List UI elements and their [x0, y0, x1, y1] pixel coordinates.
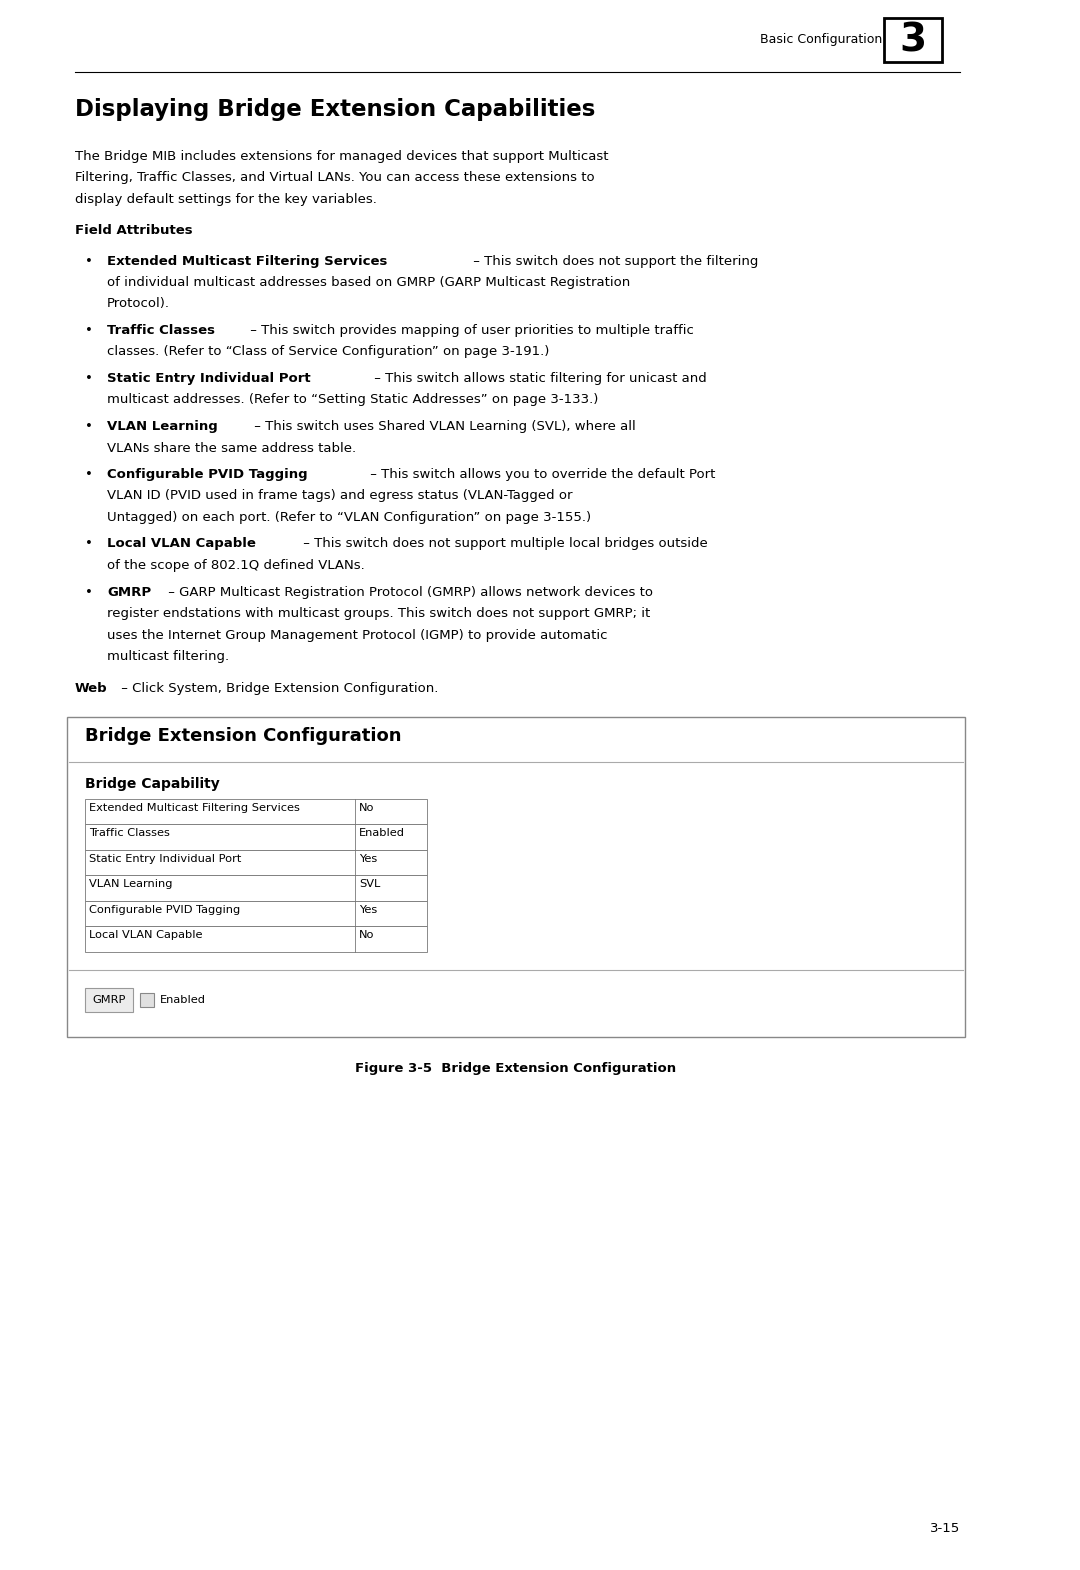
Text: multicast filtering.: multicast filtering.	[107, 650, 229, 663]
Text: Extended Multicast Filtering Services: Extended Multicast Filtering Services	[107, 254, 388, 267]
Text: – This switch allows static filtering for unicast and: – This switch allows static filtering fo…	[369, 372, 706, 385]
Text: – GARP Multicast Registration Protocol (GMRP) allows network devices to: – GARP Multicast Registration Protocol (…	[164, 586, 653, 598]
Text: Traffic Classes: Traffic Classes	[107, 323, 215, 338]
Text: •: •	[85, 421, 93, 433]
Bar	[85, 901, 427, 926]
Text: Extended Multicast Filtering Services: Extended Multicast Filtering Services	[89, 802, 300, 813]
Text: Basic Configuration: Basic Configuration	[759, 33, 882, 47]
Text: Protocol).: Protocol).	[107, 297, 170, 311]
Text: VLANs share the same address table.: VLANs share the same address table.	[107, 441, 356, 454]
Text: uses the Internet Group Management Protocol (IGMP) to provide automatic: uses the Internet Group Management Proto…	[107, 628, 607, 642]
Text: classes. (Refer to “Class of Service Configuration” on page 3-191.): classes. (Refer to “Class of Service Con…	[107, 345, 550, 358]
Text: SVL: SVL	[359, 879, 380, 889]
Bar	[885, 17, 942, 61]
Text: – This switch allows you to override the default Port: – This switch allows you to override the…	[366, 468, 715, 480]
Bar	[85, 926, 427, 951]
Text: Enabled: Enabled	[359, 827, 405, 838]
Bar	[85, 988, 133, 1011]
Text: – This switch uses Shared VLAN Learning (SVL), where all: – This switch uses Shared VLAN Learning …	[249, 421, 636, 433]
Text: 3: 3	[900, 20, 927, 60]
Text: – This switch provides mapping of user priorities to multiple traffic: – This switch provides mapping of user p…	[246, 323, 694, 338]
Text: – This switch does not support multiple local bridges outside: – This switch does not support multiple …	[299, 537, 707, 551]
Text: •: •	[85, 586, 93, 598]
Bar	[85, 824, 427, 849]
Text: 3-15: 3-15	[930, 1521, 960, 1535]
Text: Field Attributes: Field Attributes	[75, 225, 192, 237]
Bar	[140, 992, 154, 1006]
Text: Bridge Capability: Bridge Capability	[85, 777, 219, 791]
Text: No: No	[359, 802, 375, 813]
Text: •: •	[85, 468, 93, 480]
Text: VLAN Learning: VLAN Learning	[89, 879, 173, 889]
Text: Yes: Yes	[359, 904, 377, 914]
Text: The Bridge MIB includes extensions for managed devices that support Multicast: The Bridge MIB includes extensions for m…	[75, 151, 608, 163]
Text: Filtering, Traffic Classes, and Virtual LANs. You can access these extensions to: Filtering, Traffic Classes, and Virtual …	[75, 171, 595, 185]
Text: Static Entry Individual Port: Static Entry Individual Port	[107, 372, 311, 385]
Text: GMRP: GMRP	[107, 586, 151, 598]
Text: of individual multicast addresses based on GMRP (GARP Multicast Registration: of individual multicast addresses based …	[107, 276, 631, 289]
Text: multicast addresses. (Refer to “Setting Static Addresses” on page 3-133.): multicast addresses. (Refer to “Setting …	[107, 394, 598, 407]
Text: display default settings for the key variables.: display default settings for the key var…	[75, 193, 377, 206]
Text: Configurable PVID Tagging: Configurable PVID Tagging	[107, 468, 308, 480]
Text: Traffic Classes: Traffic Classes	[89, 827, 170, 838]
Text: Figure 3-5  Bridge Extension Configuration: Figure 3-5 Bridge Extension Configuratio…	[355, 1061, 676, 1074]
Text: Web: Web	[75, 681, 108, 694]
Text: VLAN ID (PVID used in frame tags) and egress status (VLAN-Tagged or: VLAN ID (PVID used in frame tags) and eg…	[107, 490, 572, 502]
Text: GMRP: GMRP	[92, 994, 125, 1005]
Text: No: No	[359, 929, 375, 940]
Text: register endstations with multicast groups. This switch does not support GMRP; i: register endstations with multicast grou…	[107, 608, 650, 620]
Text: of the scope of 802.1Q defined VLANs.: of the scope of 802.1Q defined VLANs.	[107, 559, 365, 571]
Text: •: •	[85, 372, 93, 385]
Text: •: •	[85, 323, 93, 338]
Text: Yes: Yes	[359, 854, 377, 864]
Text: Displaying Bridge Extension Capabilities: Displaying Bridge Extension Capabilities	[75, 97, 595, 121]
Text: Local VLAN Capable: Local VLAN Capable	[107, 537, 256, 551]
Text: VLAN Learning: VLAN Learning	[107, 421, 218, 433]
Text: Configurable PVID Tagging: Configurable PVID Tagging	[89, 904, 240, 914]
Text: Enabled: Enabled	[160, 994, 206, 1005]
Text: •: •	[85, 537, 93, 551]
Bar	[67, 716, 966, 1036]
Text: – Click System, Bridge Extension Configuration.: – Click System, Bridge Extension Configu…	[117, 681, 438, 694]
Text: Static Entry Individual Port: Static Entry Individual Port	[89, 854, 241, 864]
Bar	[85, 874, 427, 901]
Text: Untagged) on each port. (Refer to “VLAN Configuration” on page 3-155.): Untagged) on each port. (Refer to “VLAN …	[107, 510, 591, 524]
Bar	[85, 799, 427, 824]
Text: Local VLAN Capable: Local VLAN Capable	[89, 929, 203, 940]
Text: Bridge Extension Configuration: Bridge Extension Configuration	[85, 727, 402, 744]
Text: •: •	[85, 254, 93, 267]
Text: – This switch does not support the filtering: – This switch does not support the filte…	[469, 254, 758, 267]
Bar	[85, 849, 427, 874]
